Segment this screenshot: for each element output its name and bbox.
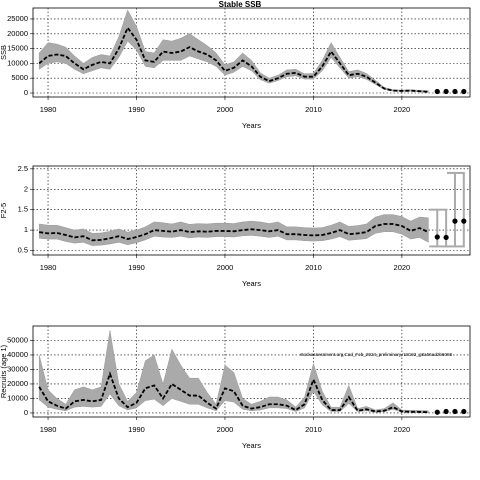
y-axis-label: F2-5: [0, 203, 8, 218]
x-axis-label: Years: [242, 441, 261, 450]
y-tick-label: 10000: [7, 393, 28, 402]
y-tick-label: 20000: [7, 379, 28, 388]
x-tick-label: 2020: [394, 425, 411, 434]
plot-frame: [32, 325, 471, 418]
projection-point: [434, 88, 440, 95]
projection-point: [461, 88, 467, 95]
projection-point: [452, 408, 458, 415]
x-axis-label: Years: [242, 121, 261, 130]
x-tick-label: 2020: [394, 105, 411, 114]
x-tick-label: 1990: [128, 105, 145, 114]
y-tick-label: 50000: [7, 335, 28, 344]
y-axis-label: Recruits (age 1): [0, 344, 8, 398]
confidence-band: [38, 9, 429, 93]
annotation: stockassessment.org,Cod_Feb_2024_prelimi…: [300, 352, 453, 357]
y-tick-label: 0.5: [18, 245, 28, 254]
y-tick-label: 5000: [11, 73, 28, 82]
y-tick-label: 25000: [7, 14, 28, 23]
y-tick-label: 0: [24, 88, 28, 97]
projection-point: [434, 409, 440, 415]
y-tick-label: 2: [24, 184, 28, 193]
chart-title: Stable SSB: [219, 0, 262, 9]
estimate-line: [39, 223, 429, 242]
x-tick-label: 1990: [128, 263, 145, 272]
projection-point: [434, 234, 440, 240]
x-tick-label: 1980: [40, 263, 57, 272]
plot-frame: [32, 7, 471, 98]
confidence-band: [38, 330, 429, 414]
x-tick-label: 1980: [40, 425, 57, 434]
y-tick-label: 0: [24, 408, 28, 417]
x-axis-label: Years: [242, 279, 261, 288]
plot-frame: [32, 165, 471, 256]
x-tick-label: 2010: [305, 263, 322, 272]
projection-point: [461, 408, 467, 415]
x-tick-label: 1980: [40, 105, 57, 114]
y-tick-label: 15000: [7, 44, 28, 53]
x-tick-label: 2020: [394, 263, 411, 272]
projection-point: [452, 88, 458, 95]
x-tick-label: 2010: [305, 105, 322, 114]
y-axis-label: SSB: [0, 45, 8, 60]
projection-point: [443, 408, 449, 415]
x-tick-label: 2000: [217, 105, 234, 114]
x-tick-label: 2010: [305, 425, 322, 434]
x-tick-label: 2000: [217, 425, 234, 434]
y-tick-label: 20000: [7, 29, 28, 38]
projection-point: [461, 218, 467, 224]
projection-point: [443, 234, 449, 241]
y-tick-label: 30000: [7, 364, 28, 373]
y-tick-label: 40000: [7, 350, 28, 359]
y-tick-label: 2.5: [18, 164, 28, 173]
y-tick-label: 10000: [7, 58, 28, 67]
y-tick-label: 1: [24, 225, 28, 234]
estimate-line: [38, 26, 429, 93]
y-tick-label: 1.5: [18, 205, 28, 214]
projection-point: [452, 218, 458, 224]
x-tick-label: 2000: [217, 263, 234, 272]
projection-point: [443, 88, 449, 95]
x-tick-label: 1990: [128, 425, 145, 434]
